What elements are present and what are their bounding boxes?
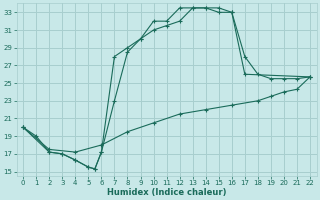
X-axis label: Humidex (Indice chaleur): Humidex (Indice chaleur) [107, 188, 226, 197]
